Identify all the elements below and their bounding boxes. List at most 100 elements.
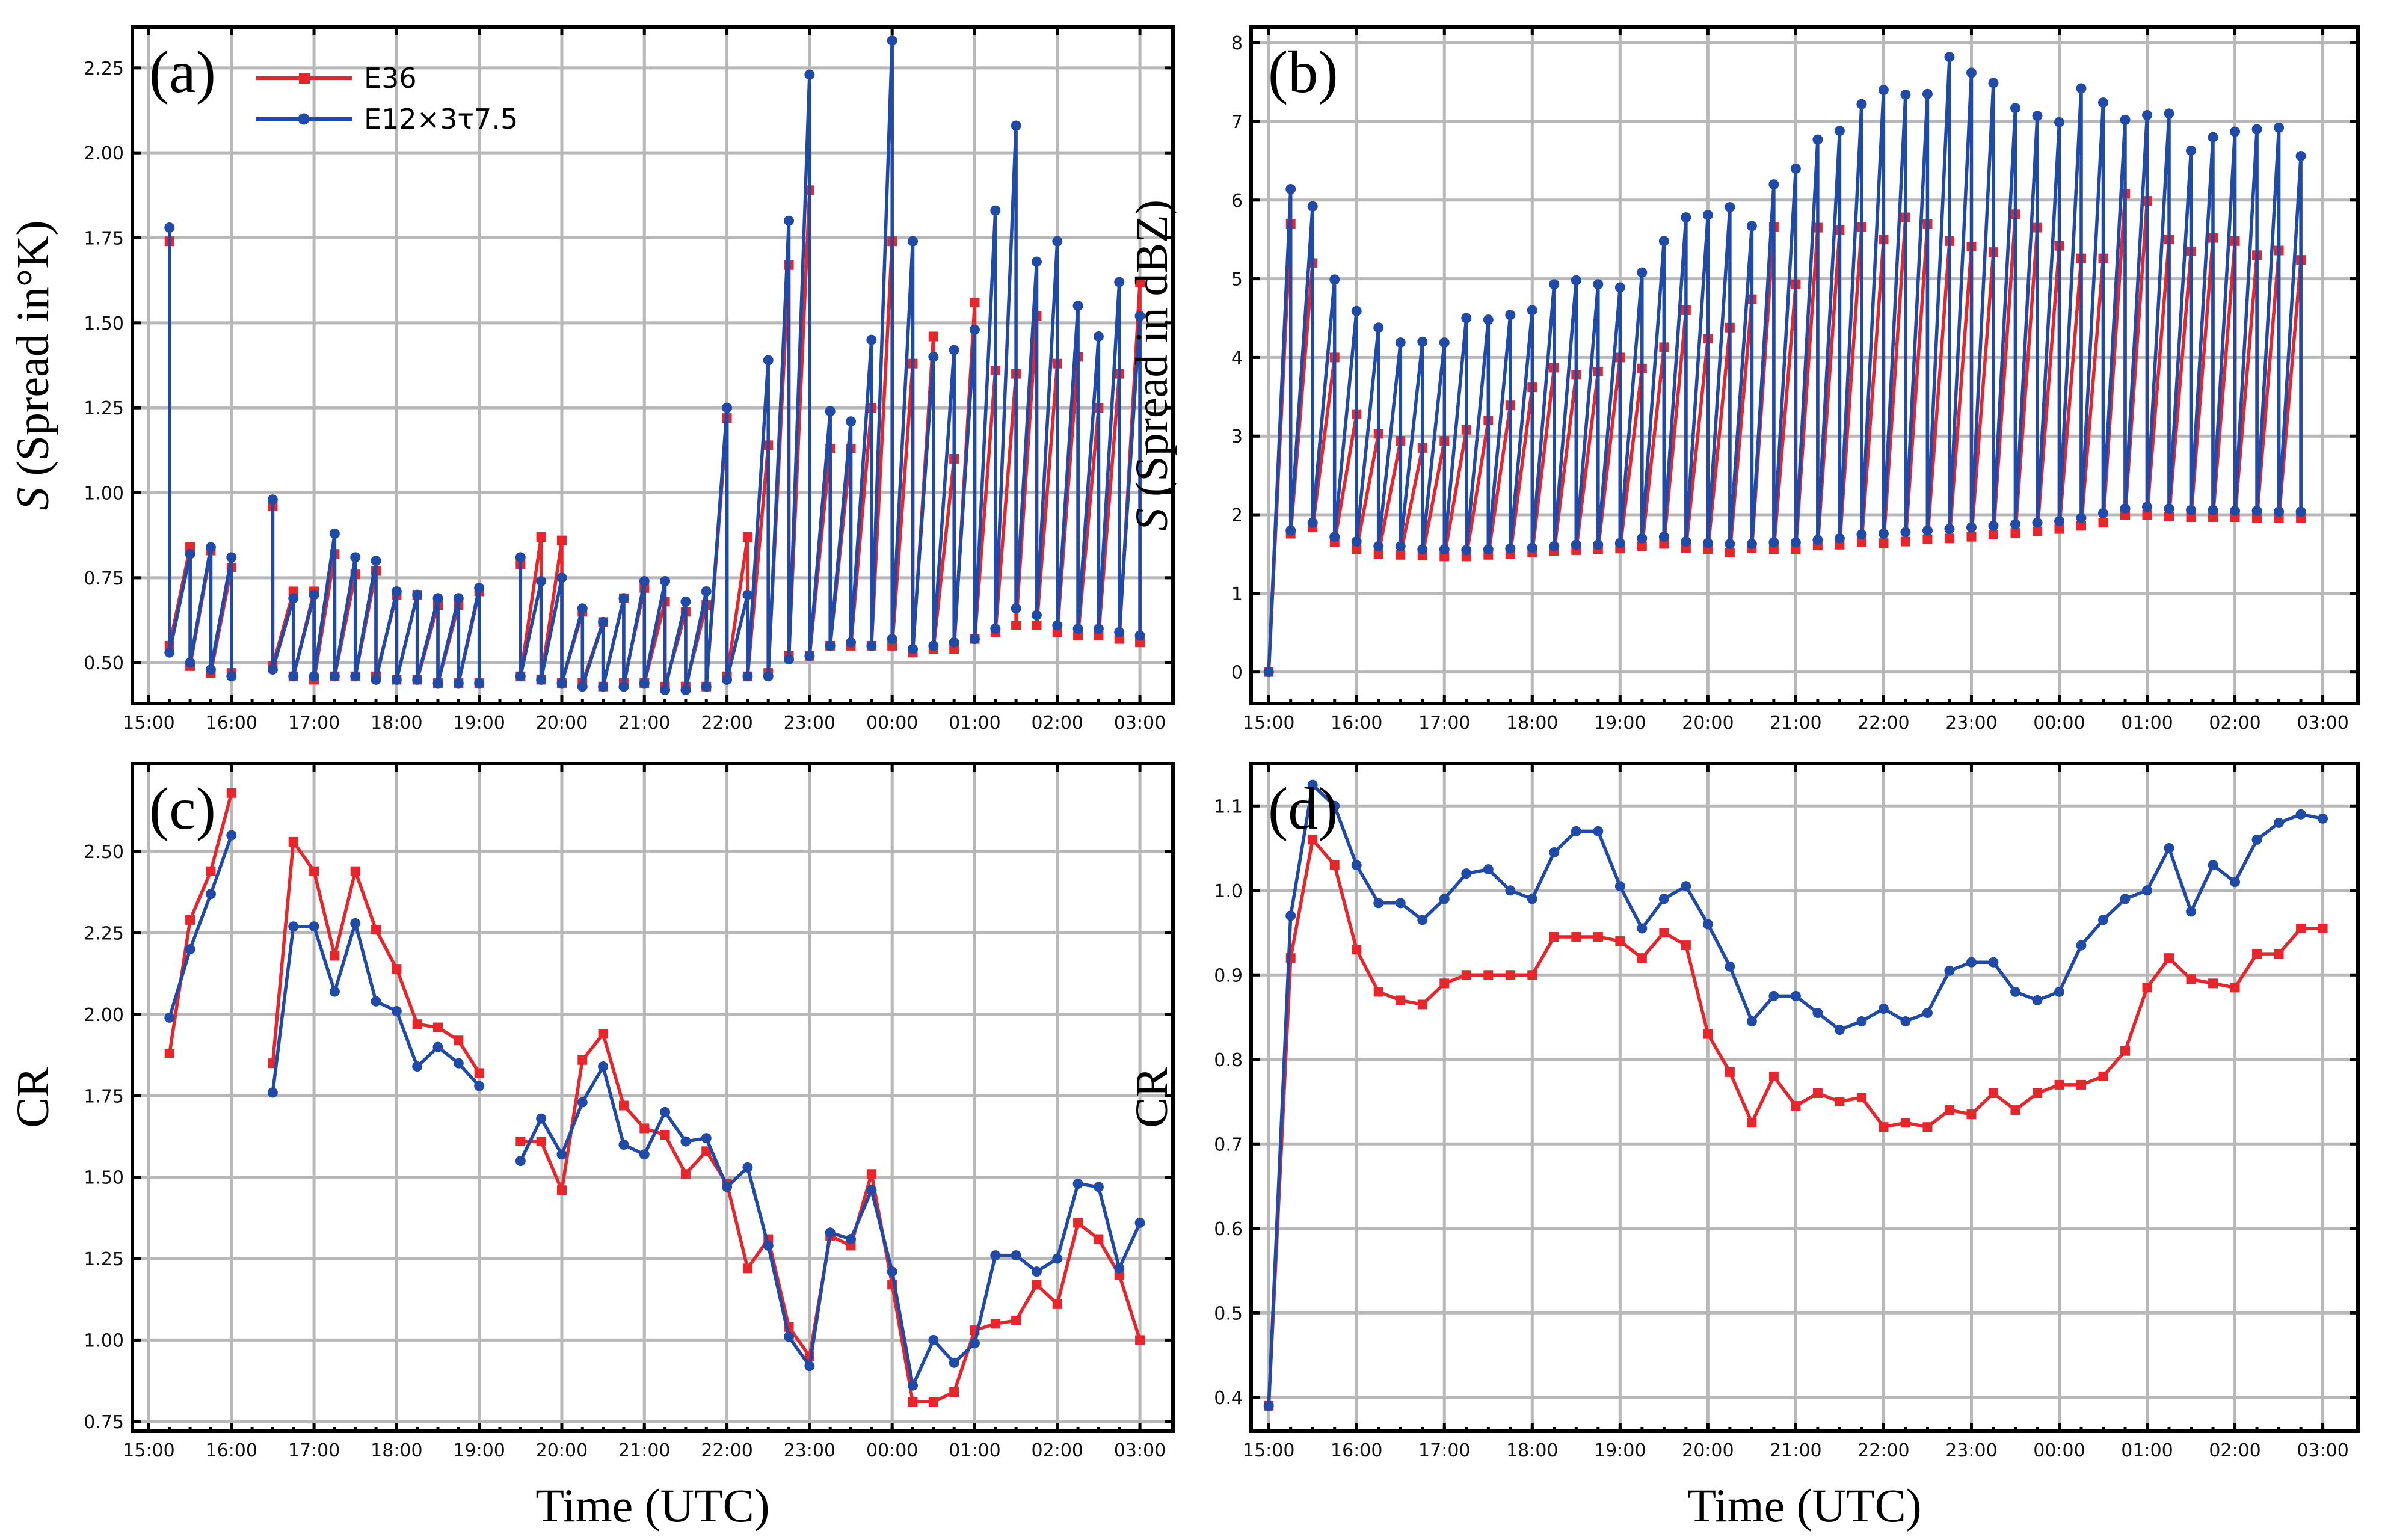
data-point-e36	[1944, 533, 1954, 544]
data-point-e12	[288, 593, 299, 604]
data-point-e36	[1988, 529, 1998, 539]
y-tick-label: 1.00	[84, 483, 124, 504]
data-point-e12	[763, 355, 774, 366]
x-tick-label: 16:00	[206, 1440, 257, 1461]
data-point-e36	[536, 1137, 546, 1147]
data-point-e12	[226, 671, 237, 682]
series-line	[271, 499, 481, 685]
x-tick-label: 21:00	[1770, 713, 1821, 734]
data-point-e12	[1944, 965, 1955, 976]
data-point-e12	[2274, 122, 2285, 133]
legend-label: E12×3τ7.5	[364, 103, 518, 135]
series-e12	[1263, 52, 2306, 678]
y-axis-label-text: (Spread in dBZ)	[1127, 200, 1177, 497]
data-point-e36	[928, 1397, 938, 1407]
x-tick-label: 17:00	[1418, 713, 1470, 734]
y-tick-label: 0.75	[84, 568, 124, 589]
y-tick-label: 7	[1231, 112, 1243, 133]
data-point-e12	[371, 556, 381, 566]
data-point-e12	[2010, 103, 2020, 114]
data-point-e12	[1329, 800, 1340, 811]
data-point-e12	[846, 1234, 857, 1245]
data-point-e12	[1790, 163, 1801, 174]
x-tick-label: 22:00	[701, 1440, 752, 1461]
data-point-e36	[742, 532, 752, 542]
x-tick-label: 20:00	[1682, 1440, 1734, 1461]
x-tick-label: 03:00	[1114, 1440, 1166, 1461]
panel-label: (a)	[149, 38, 216, 105]
data-point-e12	[205, 542, 216, 553]
data-point-e36	[2142, 983, 2152, 993]
data-point-e12	[164, 647, 175, 658]
data-point-e12	[742, 589, 753, 600]
data-point-e36	[1396, 550, 1406, 560]
data-point-e12	[2164, 843, 2174, 854]
data-point-e36	[2164, 953, 2174, 963]
series-e12	[1263, 779, 2328, 1411]
data-point-e12	[2295, 151, 2306, 162]
x-tick-label: 01:00	[2121, 713, 2173, 734]
x-tick-label: 18:00	[371, 1440, 422, 1461]
data-point-e12	[1614, 538, 1625, 548]
data-point-e12	[1351, 860, 1362, 871]
data-point-e12	[2274, 817, 2285, 828]
data-point-e12	[742, 671, 753, 682]
x-tick-label: 16:00	[1331, 1440, 1382, 1461]
data-point-e12	[205, 664, 216, 675]
data-point-e12	[536, 674, 547, 685]
data-point-e36	[1571, 932, 1581, 942]
data-point-e12	[1114, 627, 1125, 637]
y-tick-label: 0.4	[1214, 1388, 1243, 1409]
data-point-e12	[763, 671, 774, 682]
data-point-e12	[185, 548, 195, 559]
panel-d: 15:00 16:00 17:00 18:00 19:00 20:00 21:00 22:00…	[1127, 762, 2360, 1532]
data-point-e12	[1988, 520, 1999, 531]
data-point-e12	[350, 552, 361, 563]
data-point-e12	[2164, 503, 2174, 514]
data-point-e12	[2251, 124, 2262, 135]
y-tick-label: 0	[1231, 663, 1243, 684]
data-point-e12	[1549, 541, 1560, 551]
data-point-e12	[990, 1250, 1001, 1261]
data-point-e12	[1878, 528, 1889, 539]
data-point-e12	[887, 634, 897, 645]
data-point-e12	[1790, 537, 1801, 548]
data-point-e12	[1658, 894, 1669, 904]
x-tick-label: 20:00	[536, 1440, 588, 1461]
data-point-e12	[784, 1331, 795, 1342]
data-point-e12	[1483, 544, 1494, 555]
data-point-e12	[1285, 525, 1296, 536]
data-point-e36	[536, 532, 546, 542]
data-point-e12	[722, 402, 733, 413]
data-point-e12	[1072, 624, 1083, 634]
data-point-e36	[433, 1022, 443, 1032]
data-point-e12	[639, 1149, 650, 1160]
data-point-e12	[1593, 279, 1604, 290]
y-tick-label: 2	[1231, 505, 1243, 526]
data-point-e12	[887, 1266, 897, 1277]
data-point-e12	[660, 1106, 671, 1117]
data-point-e12	[1505, 543, 1516, 554]
data-point-e12	[2076, 940, 2087, 951]
data-point-e12	[329, 986, 340, 997]
data-point-e12	[536, 1113, 547, 1124]
data-point-e12	[990, 624, 1001, 634]
data-point-e12	[804, 1361, 815, 1372]
data-point-e12	[432, 593, 443, 604]
data-point-e12	[350, 918, 361, 928]
x-tick-label: 22:00	[701, 713, 752, 734]
data-point-e12	[432, 1041, 443, 1052]
y-axis-label-text: CR	[1127, 1067, 1177, 1128]
data-point-e12	[1011, 1250, 1021, 1261]
y-tick-label: 0.8	[1214, 1050, 1243, 1071]
plot-frame	[1249, 25, 2360, 705]
series-e12	[164, 35, 1145, 695]
data-point-e12	[1549, 279, 1560, 290]
data-point-e12	[164, 222, 175, 233]
x-tick-label: 03:00	[2297, 1440, 2348, 1461]
data-point-e12	[1571, 539, 1581, 550]
data-point-e36	[330, 951, 340, 961]
data-point-e12	[329, 528, 340, 539]
legend-marker-circle	[298, 113, 310, 125]
data-point-e12	[866, 334, 877, 345]
